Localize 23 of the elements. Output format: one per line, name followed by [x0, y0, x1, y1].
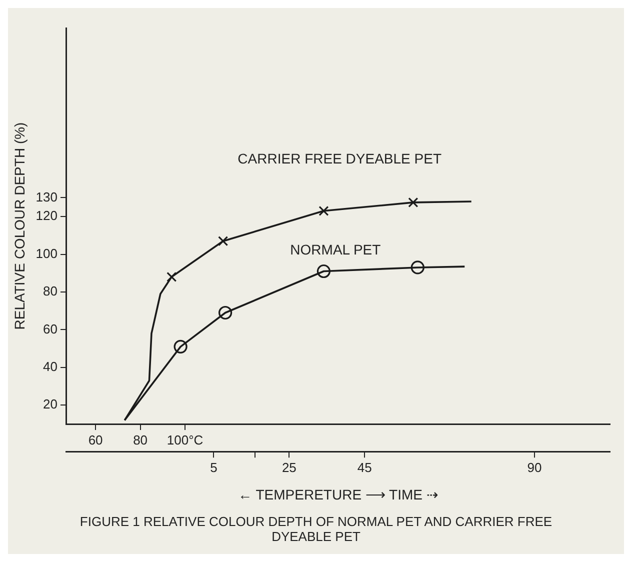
- x2-tick-label: 5: [210, 460, 218, 475]
- y-tick-label: 20: [43, 396, 58, 412]
- x-tick-label: 60: [88, 432, 103, 448]
- x-tick-label: 80: [133, 432, 148, 448]
- y-tick-label: 120: [36, 208, 58, 224]
- y-tick-label: 60: [43, 321, 58, 336]
- x-tick-label: 100°C: [166, 432, 204, 448]
- x2-tick-label: 45: [357, 460, 372, 475]
- y-tick-label: 100: [36, 246, 58, 261]
- text: CARRIER FREE DYEABLE PET: [238, 150, 442, 166]
- x2-tick-label: 25: [282, 460, 296, 475]
- point: [218, 236, 228, 246]
- y-tick-label: 80: [43, 284, 58, 299]
- y-axis-title: RELATIVE COLOUR DEPTH (%): [11, 122, 28, 330]
- x-axis-title: ← TEMPERETURE ⟶ TIME ⇢: [238, 486, 438, 502]
- point: [318, 206, 329, 216]
- caption: FIGURE 1 RELATIVE COLOUR DEPTH OF NORMAL PET AND CARRIER FREE DYEABLE PET: [78, 513, 554, 546]
- point: [408, 197, 418, 208]
- series-label: NORMAL PET: [290, 242, 382, 258]
- point: [166, 272, 177, 282]
- y-tick-label: 130: [36, 189, 58, 204]
- x2-tick-label: 90: [527, 460, 542, 475]
- y-tick-label: 40: [43, 359, 58, 374]
